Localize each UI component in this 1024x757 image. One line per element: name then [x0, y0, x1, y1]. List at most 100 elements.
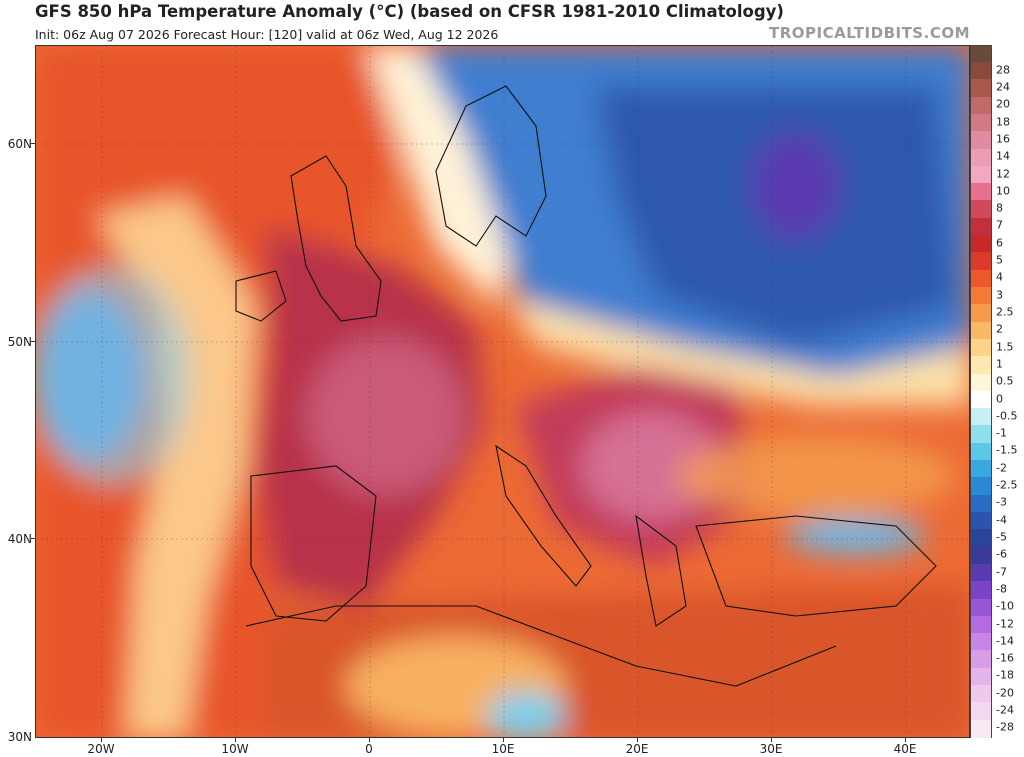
- colorbar-swatch: [971, 62, 991, 80]
- colorbar-label: 28: [996, 63, 1010, 77]
- lon-tick: [235, 738, 236, 742]
- colorbar-label: 24: [996, 80, 1010, 94]
- colorbar-label: -4: [996, 513, 1007, 527]
- colorbar-swatch: [971, 304, 991, 323]
- coastlines: [235, 85, 937, 687]
- colorbar-label: -2: [996, 461, 1007, 475]
- region-pale-tongue: [96, 196, 256, 737]
- colorbar-swatch: [971, 667, 991, 686]
- colorbar-swatch: [971, 96, 991, 115]
- colorbar-swatch: [971, 390, 991, 409]
- anomaly-map: [35, 45, 970, 738]
- colorbar-swatch: [971, 529, 991, 548]
- region-black-sea-cool: [786, 518, 926, 554]
- lon-tick: [771, 738, 772, 742]
- colorbar-swatch: [971, 200, 991, 219]
- colorbar-swatch: [971, 685, 991, 704]
- region-coldest-core: [751, 131, 841, 241]
- colorbar-swatch: [971, 477, 991, 496]
- colorbar-swatch: [971, 615, 991, 634]
- anomaly-field: [36, 46, 969, 737]
- lat-tick: [31, 143, 35, 144]
- colorbar-label: 8: [996, 201, 1003, 215]
- colorbar-label: -1.5: [996, 443, 1018, 457]
- lat-label-40n: 40N: [7, 532, 32, 546]
- colorbar-swatch: [971, 702, 991, 721]
- colorbar-label: -10: [996, 599, 1014, 613]
- colorbar-label: 3: [996, 288, 1003, 302]
- colorbar-swatch: [971, 546, 991, 565]
- colorbar-label: 16: [996, 132, 1010, 146]
- lon-tick: [503, 738, 504, 742]
- colorbar-swatch: [971, 113, 991, 132]
- colorbar-label: 12: [996, 167, 1010, 180]
- colorbar-swatch: [971, 650, 991, 669]
- region-transition-band: [506, 296, 969, 406]
- lon-label-30e: 30E: [759, 742, 783, 756]
- colorbar-swatch: [971, 408, 991, 427]
- lat-label-60n: 60N: [7, 137, 32, 151]
- colorbar-swatch: [971, 356, 991, 375]
- coastline-turkey: [695, 515, 937, 617]
- colorbar: [970, 45, 992, 738]
- colorbar-label: -24: [996, 703, 1014, 717]
- colorbar-swatch: [971, 148, 991, 167]
- colorbar-label: -3: [996, 495, 1007, 509]
- colorbar-swatch: [971, 235, 991, 254]
- colorbar-label: -1: [996, 426, 1007, 440]
- colorbar-swatch: [971, 494, 991, 513]
- region-black-sea-warm: [676, 436, 956, 516]
- lon-label-20e: 20E: [625, 742, 649, 756]
- colorbar-swatch: [971, 165, 991, 184]
- region-france-peak: [306, 336, 466, 496]
- colorbar-label: 5: [996, 253, 1003, 267]
- lon-label-40e: 40E: [893, 742, 917, 756]
- colorbar-swatch: [971, 183, 991, 202]
- map-title: GFS 850 hPa Temperature Anomaly (°C) (ba…: [35, 2, 784, 21]
- colorbar-label: 1: [996, 357, 1003, 371]
- colorbar-label: -18: [996, 668, 1014, 682]
- colorbar-swatch: [971, 460, 991, 479]
- colorbar-label: 10: [996, 184, 1010, 198]
- colorbar-label: -14: [996, 634, 1014, 648]
- lat-label-30n: 30N: [7, 730, 32, 744]
- colorbar-label: -6: [996, 547, 1007, 561]
- region-libya-cool: [486, 691, 566, 737]
- colorbar-label: -20: [996, 686, 1014, 700]
- graticule: [36, 46, 969, 737]
- colorbar-swatch: [971, 633, 991, 652]
- colorbar-swatch: [971, 719, 991, 738]
- region-atlantic-cool-edge: [36, 266, 191, 486]
- brand-watermark: TROPICALTIDBITS.COM: [769, 24, 970, 42]
- coastline-north-africa: [245, 605, 837, 687]
- colorbar-label: 14: [996, 149, 1010, 163]
- colorbar-label: -7: [996, 565, 1007, 579]
- lat-tick: [31, 538, 35, 539]
- colorbar-swatch: [971, 131, 991, 150]
- colorbar-label: -12: [996, 617, 1014, 630]
- lon-tick: [905, 738, 906, 742]
- lon-label-10w: 10W: [221, 742, 249, 756]
- colorbar-label: 7: [996, 218, 1003, 232]
- colorbar-swatch: [971, 217, 991, 236]
- colorbar-label: 2.5: [996, 305, 1014, 319]
- forecast-subtitle: Init: 06z Aug 07 2026 Forecast Hour: [12…: [35, 27, 499, 42]
- region-balkans-peak: [581, 411, 721, 521]
- colorbar-swatch: [971, 442, 991, 461]
- colorbar-label: 20: [996, 97, 1010, 111]
- colorbar-label: 0.5: [996, 374, 1014, 388]
- colorbar-label: 2: [996, 322, 1003, 336]
- lat-tick: [31, 341, 35, 342]
- colorbar-swatch: [971, 598, 991, 617]
- colorbar-swatch: [971, 563, 991, 582]
- colorbar-label: 0: [996, 392, 1003, 405]
- lat-label-50n: 50N: [7, 335, 32, 349]
- lon-label-20w: 20W: [87, 742, 115, 756]
- coastline-italy: [495, 444, 592, 587]
- colorbar-swatch: [971, 581, 991, 600]
- colorbar-swatch: [971, 321, 991, 340]
- colorbar-label: -5: [996, 530, 1007, 544]
- colorbar-label: -16: [996, 651, 1014, 665]
- colorbar-swatch: [971, 373, 991, 392]
- lon-tick: [637, 738, 638, 742]
